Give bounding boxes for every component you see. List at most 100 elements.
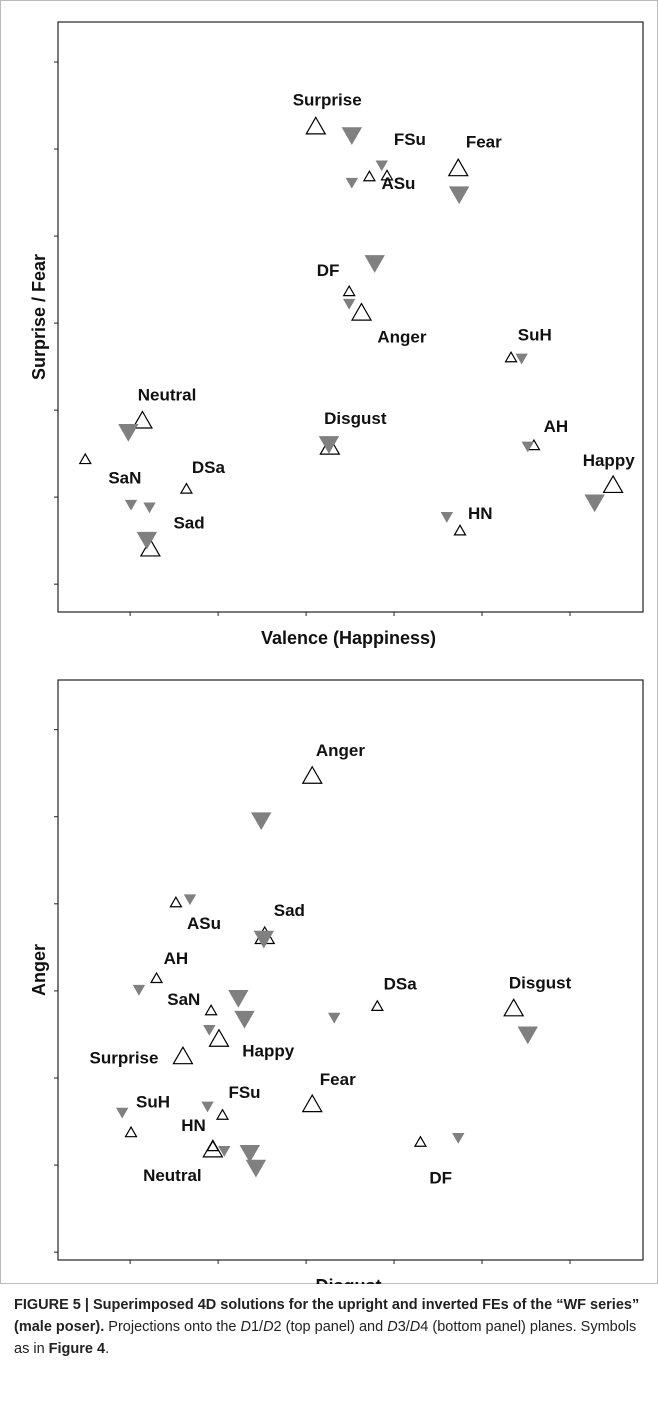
point-label: Happy	[583, 451, 636, 470]
point	[447, 157, 469, 177]
point	[228, 989, 249, 1008]
caption-run: D	[263, 1319, 274, 1335]
point	[380, 169, 394, 181]
point	[124, 499, 138, 511]
point	[139, 538, 161, 557]
point	[521, 441, 534, 453]
y-axis-label: Surprise / Fear	[29, 254, 49, 380]
point	[116, 1107, 129, 1119]
point	[131, 410, 153, 429]
caption-run: 1/	[250, 1319, 264, 1335]
point-label: SaN	[108, 468, 141, 487]
point-label: SuH	[136, 1093, 170, 1112]
point-label: Disgust	[509, 973, 572, 992]
point-label: FSu	[228, 1083, 260, 1102]
point	[204, 1003, 218, 1016]
point	[345, 177, 359, 189]
point-label: Surprise	[293, 91, 362, 110]
point-label: Disgust	[324, 409, 387, 428]
point	[118, 423, 139, 442]
point	[515, 353, 528, 365]
point	[350, 302, 373, 321]
point-label: Fear	[320, 1070, 356, 1089]
point	[517, 1026, 538, 1045]
point	[452, 1132, 465, 1144]
charts: Valence (Happiness) Surprise / Fear Surpri…	[0, 0, 658, 1284]
point	[208, 1028, 230, 1047]
point	[503, 998, 525, 1017]
point	[305, 116, 327, 135]
y-axis-label: Anger	[29, 944, 49, 996]
x-axis-label: Valence (Happiness)	[261, 628, 436, 648]
point-label: HN	[181, 1116, 206, 1135]
point-label: DF	[429, 1168, 452, 1187]
point	[328, 1012, 341, 1024]
caption-run: D	[409, 1319, 421, 1335]
point-label: AH	[544, 417, 569, 436]
point-label: Neutral	[138, 386, 197, 405]
point-label: ASu	[187, 914, 221, 933]
point-label: Sad	[274, 901, 305, 920]
point	[183, 894, 197, 906]
point	[179, 482, 193, 494]
point	[342, 298, 356, 310]
x-axis-label: Disgust	[315, 1276, 381, 1284]
point-label: DSa	[384, 974, 418, 993]
point-label: ASu	[381, 174, 415, 193]
point-label: Fear	[466, 132, 502, 151]
point	[318, 436, 340, 454]
caption-run: D	[240, 1319, 251, 1335]
point	[370, 999, 384, 1011]
point-label: SuH	[518, 326, 552, 345]
point-label: HN	[468, 504, 493, 523]
point	[504, 350, 518, 363]
caption-run: D	[387, 1319, 398, 1335]
plot-frame	[57, 21, 644, 613]
point	[341, 127, 363, 145]
point-label: Sad	[173, 514, 204, 533]
point	[301, 765, 323, 784]
point	[301, 1093, 323, 1113]
point-label: Happy	[242, 1041, 295, 1060]
point	[453, 524, 467, 536]
point	[172, 1045, 194, 1065]
caption-run: Projections onto the	[104, 1319, 241, 1335]
point	[206, 1139, 220, 1152]
point	[342, 284, 356, 297]
point-label: DF	[317, 261, 340, 280]
point	[375, 160, 388, 172]
point	[602, 474, 624, 494]
point-label: Anger	[377, 327, 427, 346]
caption-run: .	[105, 1341, 110, 1357]
point	[245, 1159, 267, 1178]
point	[136, 531, 158, 550]
point	[251, 812, 272, 831]
point	[364, 255, 385, 273]
point	[78, 452, 92, 465]
point	[149, 971, 164, 984]
point-label: SaN	[167, 990, 200, 1009]
plot-frame	[57, 679, 644, 1261]
caption-run: 3/	[397, 1319, 410, 1335]
point	[201, 1101, 214, 1113]
point-label: Anger	[316, 741, 366, 760]
point-label: Neutral	[143, 1166, 202, 1185]
point	[239, 1145, 260, 1163]
point	[215, 1108, 230, 1120]
point	[448, 186, 470, 205]
point-label: Surprise	[89, 1048, 158, 1067]
point-label: AH	[164, 949, 189, 968]
caption-run: 4 (bottom panel) planes. Symbols as in	[14, 1319, 637, 1357]
point	[169, 895, 183, 908]
caption-run: Figure 4	[48, 1341, 106, 1357]
point	[362, 169, 376, 182]
point	[584, 494, 605, 513]
point	[218, 1146, 231, 1157]
caption: FIGURE 5 | Superimposed 4D solutions for…	[14, 1294, 644, 1360]
caption-run: 2 (top panel) and	[273, 1319, 388, 1335]
point	[124, 1125, 138, 1138]
point	[143, 502, 156, 514]
point-label: FSu	[394, 130, 426, 149]
point	[203, 1024, 216, 1036]
